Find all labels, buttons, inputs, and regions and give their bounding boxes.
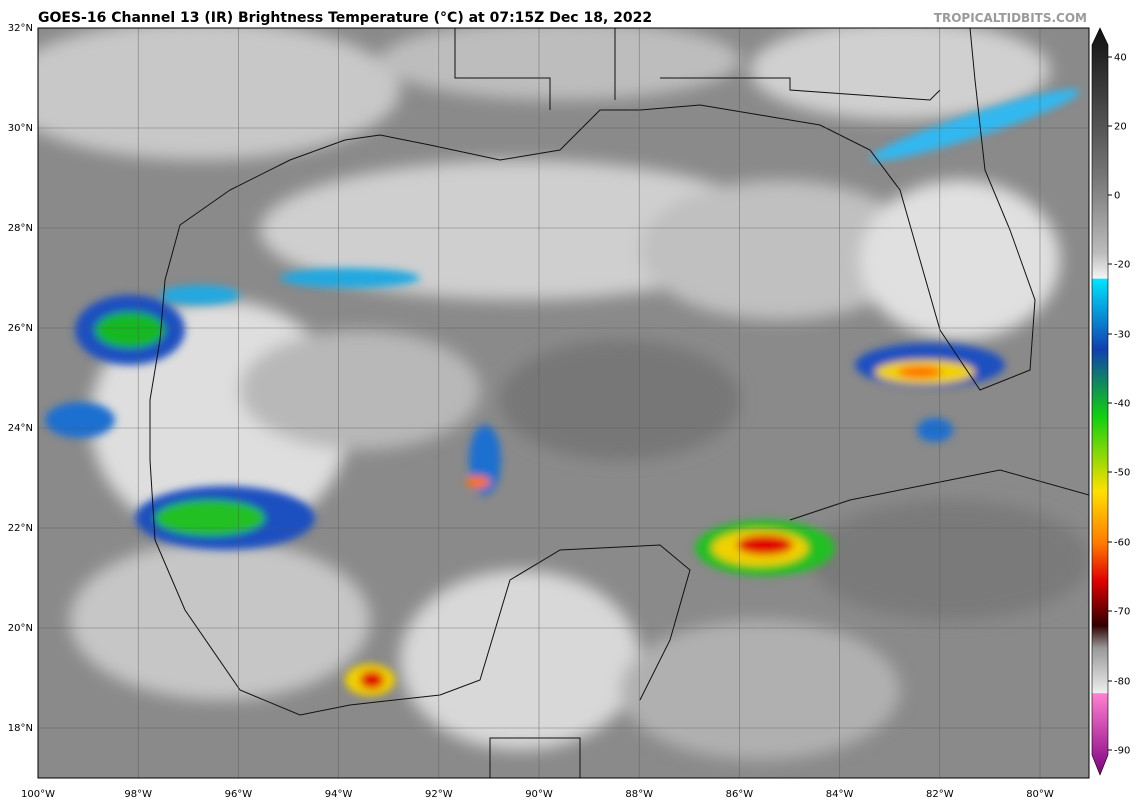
lon-label: 82°W [926, 789, 954, 800]
colorbar-tick-label: -60 [1114, 538, 1130, 549]
colorbar-tick-label: -90 [1114, 746, 1130, 757]
colorbar-tick-label: 20 [1114, 122, 1127, 133]
lat-label: 32°N [8, 23, 33, 34]
map-frame [37, 27, 1090, 779]
satellite-image [38, 28, 1089, 778]
lon-label: 98°W [124, 789, 152, 800]
lon-label: 100°W [21, 789, 55, 800]
lat-label: 18°N [8, 723, 33, 734]
colorbar-tick-label: 40 [1114, 53, 1127, 64]
lon-label: 94°W [325, 789, 353, 800]
colorbar-tick-label: -40 [1114, 399, 1130, 410]
colorbar-tick-label: 0 [1114, 191, 1120, 202]
lon-label: 88°W [625, 789, 653, 800]
credit: TROPICALTIDBITS.COM [934, 11, 1087, 25]
colorbar-tick-label: -80 [1114, 677, 1130, 688]
lat-label: 24°N [8, 423, 33, 434]
lon-label: 84°W [826, 789, 854, 800]
lat-label: 22°N [8, 523, 33, 534]
colorbar-tick-label: -70 [1114, 607, 1130, 618]
colorbar-tick-label: -30 [1114, 330, 1130, 341]
title: GOES-16 Channel 13 (IR) Brightness Tempe… [38, 10, 652, 26]
colorbar [1091, 27, 1109, 776]
lon-label: 86°W [726, 789, 754, 800]
colorbar-tick-label: -50 [1114, 468, 1130, 479]
lon-label: 92°W [425, 789, 453, 800]
lat-label: 26°N [8, 323, 33, 334]
lat-label: 30°N [8, 123, 33, 134]
lon-label: 80°W [1026, 789, 1054, 800]
lat-label: 20°N [8, 623, 33, 634]
lon-label: 96°W [225, 789, 253, 800]
lon-label: 90°W [525, 789, 553, 800]
colorbar-tick-label: -20 [1114, 260, 1130, 271]
lat-label: 28°N [8, 223, 33, 234]
